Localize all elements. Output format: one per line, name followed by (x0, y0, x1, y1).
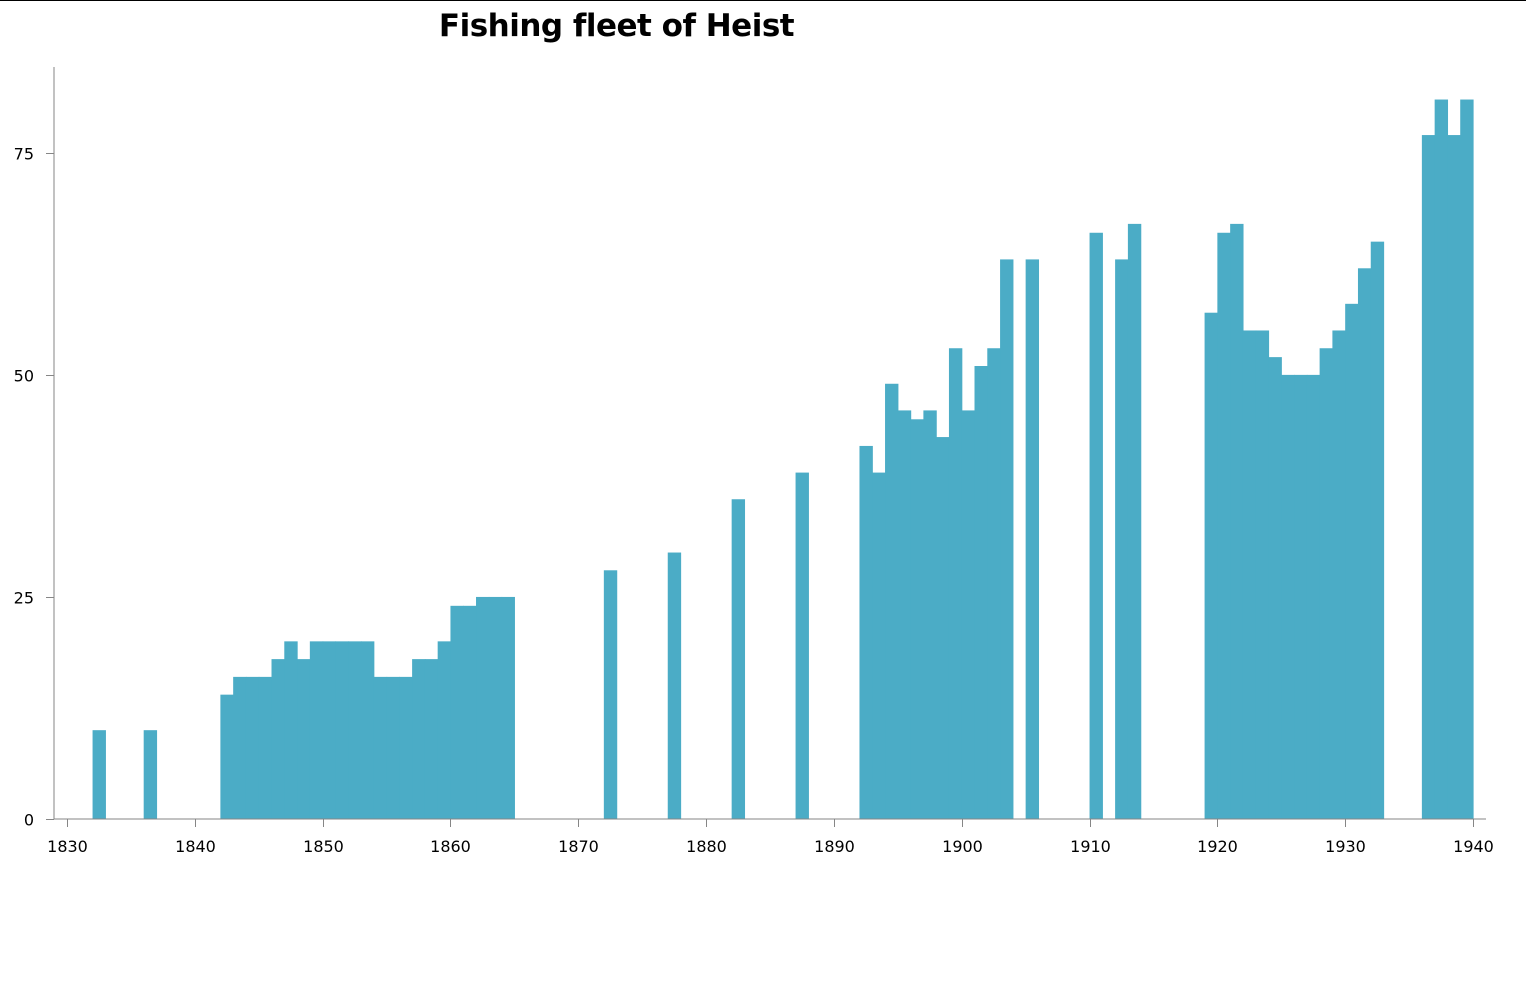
bar-1859 (437, 641, 452, 819)
bar-1877 (667, 552, 682, 819)
bar-1836 (143, 730, 158, 819)
bar-1921 (1230, 223, 1244, 819)
bar-1936 (1421, 135, 1436, 819)
bar-1926 (1294, 374, 1308, 819)
bar-1852 (348, 641, 362, 819)
bar-1844 (245, 676, 260, 819)
bar-1910 (1089, 232, 1103, 819)
bar-1864 (501, 596, 515, 819)
x-tick-label-1870: 1870 (558, 837, 599, 856)
bar-1928 (1319, 348, 1333, 819)
bar-1912 (1115, 259, 1129, 819)
x-tick-label-1910: 1910 (1070, 837, 1111, 856)
bar-1832 (92, 730, 106, 819)
bar-1887 (795, 472, 809, 819)
bar-1851 (335, 641, 349, 819)
bar-1845 (258, 676, 273, 819)
bar-1854 (373, 676, 388, 819)
bar-1900 (961, 410, 976, 819)
bar-1850 (322, 641, 337, 819)
bar-1924 (1268, 357, 1282, 819)
bar-1901 (974, 366, 988, 819)
bar-1925 (1281, 374, 1295, 819)
bar-1896 (910, 419, 924, 819)
bar-1931 (1357, 268, 1372, 819)
x-tick-label-1830: 1830 (47, 837, 88, 856)
bar-1894 (885, 383, 899, 819)
bar-1858 (424, 659, 439, 819)
bar-1932 (1370, 241, 1385, 819)
bar-1842 (220, 694, 234, 819)
bar-1902 (987, 348, 1001, 819)
y-tick-label-0: 0 (24, 811, 34, 830)
bar-1855 (386, 676, 400, 819)
bar-1898 (936, 437, 950, 819)
bar-1857 (412, 659, 426, 819)
x-tick-label-1890: 1890 (814, 837, 855, 856)
bar-1861 (463, 605, 477, 819)
bar-1905 (1025, 259, 1040, 819)
bar-1903 (1000, 259, 1014, 819)
x-tick-label-1880: 1880 (686, 837, 727, 856)
bar-1863 (488, 596, 503, 819)
bar-1937 (1434, 99, 1449, 819)
bar-1929 (1332, 330, 1346, 819)
bar-1913 (1127, 223, 1142, 819)
chart-title: Fishing fleet of Heist (438, 8, 795, 44)
bar-1847 (284, 641, 298, 819)
bar-1892 (859, 445, 873, 819)
x-tick-label-1860: 1860 (430, 837, 471, 856)
bar-1899 (948, 348, 963, 819)
top-border-line (0, 0, 1526, 1)
bar-1848 (297, 659, 311, 819)
bar-1897 (923, 410, 937, 819)
bar-1872 (603, 570, 618, 819)
bar-1856 (399, 676, 413, 819)
bar-1922 (1242, 330, 1257, 819)
x-tick-label-1850: 1850 (303, 837, 344, 856)
x-tick-label-1920: 1920 (1197, 837, 1238, 856)
bar-1920 (1217, 232, 1231, 819)
bar-1893 (872, 472, 886, 819)
x-tick-label-1930: 1930 (1325, 837, 1366, 856)
bar-1882 (731, 499, 746, 819)
bar-1853 (360, 641, 375, 819)
x-tick-label-1900: 1900 (942, 837, 983, 856)
y-tick-label-25: 25 (14, 589, 34, 608)
bar-1862 (476, 596, 490, 819)
bar-1843 (233, 676, 247, 819)
bar-1923 (1255, 330, 1270, 819)
bar-1860 (450, 605, 464, 819)
bar-1895 (897, 410, 912, 819)
bar-1938 (1447, 135, 1461, 819)
bar-1919 (1204, 312, 1218, 819)
bar-1927 (1306, 374, 1321, 819)
bar-1930 (1345, 303, 1359, 819)
bar-1939 (1460, 99, 1474, 819)
y-tick-label-50: 50 (14, 367, 34, 386)
bar-1846 (271, 659, 285, 819)
x-tick-label-1840: 1840 (175, 837, 216, 856)
y-tick-label-75: 75 (14, 145, 34, 164)
bar-1849 (309, 641, 324, 819)
x-tick-label-1940: 1940 (1453, 837, 1494, 856)
